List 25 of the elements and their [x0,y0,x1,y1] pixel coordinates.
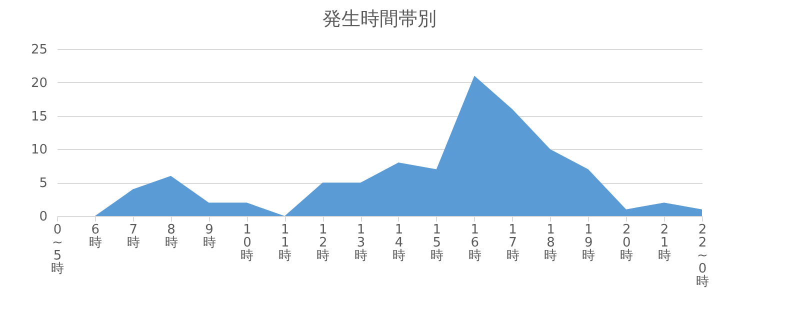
x-tick-label: 15時 [430,222,444,264]
x-tick-label: 11時 [278,222,292,264]
y-tick-label: 15 [30,109,48,124]
x-tick-label: 21時 [658,222,672,264]
x-tick-label: 19時 [582,222,596,264]
x-tick-label: 14時 [392,222,406,264]
x-tick-label: 17時 [506,222,520,264]
x-tick-label: 16時 [468,222,482,264]
x-tick-label: 20時 [620,222,634,264]
x-tick-label: 13時 [354,222,368,264]
x-tick-label: 10時 [240,222,254,264]
y-tick-label: 20 [30,76,48,91]
x-tick-label: 12時 [316,222,330,264]
x-tick-label: 0~5時 [51,222,64,276]
x-tick-label: 9時 [202,222,216,250]
y-tick-label: 0 [39,210,48,224]
chart-title: 発生時間帯別 [322,8,436,30]
x-tick-label: 7時 [126,222,140,250]
x-tick-label: 6時 [88,222,102,250]
y-tick-label: 5 [39,176,48,192]
x-tick-label: 8時 [164,222,178,250]
x-tick-label: 18時 [544,222,558,264]
y-tick-label: 25 [30,42,48,58]
y-tick-label: 10 [30,142,48,158]
x-tick-label: 22~0時 [696,222,709,290]
